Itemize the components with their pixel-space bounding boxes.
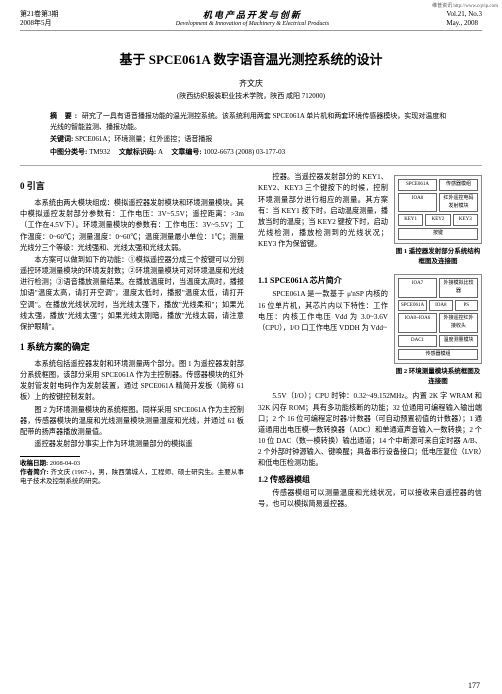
paper-title: 基于 SPCE061A 数字语音温光测控系统的设计 bbox=[20, 49, 482, 68]
affiliation: (陕西纺织服装职业技术学院，陕西 咸阳 712000) bbox=[20, 91, 482, 101]
volume-issue: 第21卷第3期 bbox=[20, 10, 59, 19]
volume-en: Vol.21, No.3 bbox=[446, 10, 482, 19]
fig2-box-ps: PS bbox=[455, 300, 478, 312]
figure-1: SPCE061A 传感器模组 IOA8 红外遥控电码发射模块 KEY1 KEY2… bbox=[394, 175, 482, 244]
fig2-box-dac1: DAC1 bbox=[398, 335, 437, 347]
section-1-p1: 本系统包括遥控器发射和环境测量两个部分。图 1 为遥控器发射部分系统框图，该部分… bbox=[20, 359, 244, 404]
fig2-box-cmp: 外接模拟比较器 bbox=[439, 278, 478, 298]
header-center: 机电产品开发与创新 Development & Innovation of Ma… bbox=[176, 10, 329, 28]
fig1-box-ir: 红外遥控电码发射模块 bbox=[439, 193, 478, 213]
right-top-split: 控器。当遥控器发射部分的 KEY1、KEY2、KEY3 三个键按下的时候，控制环… bbox=[258, 172, 482, 271]
running-header: 第21卷第3期 2008年5月 机电产品开发与创新 Development & … bbox=[20, 10, 482, 31]
journal-title-cn: 机电产品开发与创新 bbox=[176, 10, 329, 21]
fig1-box-keys: 按键 bbox=[398, 228, 478, 240]
clc-value: TM932 bbox=[89, 148, 110, 156]
section-0-p1: 本系统由两大模块组成：模拟遥控器发射模块和环境测量模块。其中模拟遥控发射部分参数… bbox=[20, 198, 244, 254]
fig1-box-ioa8: IOA8 bbox=[398, 193, 437, 213]
fig2-box-temp: 温度测量模块 bbox=[439, 335, 478, 347]
fig2-box-ioa06: IOA0~IOA6 bbox=[398, 313, 437, 333]
author-name: 齐文庆 bbox=[20, 78, 482, 89]
mark-label: 文献标识码: bbox=[119, 148, 156, 156]
author-bio-label: 作者简介: bbox=[20, 469, 49, 476]
section-1-1-p1: SPCE061A 是一款基于 μ'nSP 内核的 16 位单片机，其芯片内以下特… bbox=[258, 289, 388, 334]
keywords-text: SPCE061A；环境测量；红外遥控；语音播报 bbox=[75, 135, 212, 143]
divider bbox=[20, 165, 482, 166]
abstract-block: 摘 要: 研究了一具有语音播报功能的温光测控系统。该系统利用两套 SPCE061… bbox=[50, 111, 452, 157]
source-watermark: 维普资讯 http://www.cqvip.com bbox=[432, 2, 498, 9]
footnote-rule bbox=[20, 456, 80, 457]
fig2-box-irrecv: 外接遥控红外接收头 bbox=[439, 313, 478, 333]
figure-2-caption: 图 2 环境测量模块系统框图及连接图 bbox=[394, 367, 482, 387]
fig2-box-ioa8: IOA8 bbox=[429, 300, 452, 312]
section-1-p3: 遥控器发射部分事实上作为环境测量部分的模拟遥 bbox=[20, 439, 244, 450]
section-1-1-title: 1.1 SPCE061A 芯片简介 bbox=[258, 275, 388, 287]
fig1-box-spce: SPCE061A bbox=[398, 179, 437, 191]
footnote: 收稿日期: 2008-04-03 作者简介: 齐文庆 (1967-)，男，陕西蒲… bbox=[20, 459, 244, 486]
section-1-2-title: 1.2 传感器模组 bbox=[258, 474, 482, 486]
date-cn: 2008年5月 bbox=[20, 19, 59, 28]
article-id: 1002-6673 (2008) 03-177-03 bbox=[203, 148, 285, 156]
mark-value: A bbox=[158, 148, 163, 156]
section-1-1-p2: 5.5V（I/O）；CPU 时钟：0.32~49.152MHz。内置 2K 字 … bbox=[258, 391, 482, 469]
received-date: 2008-04-03 bbox=[50, 460, 80, 467]
author-bio: 齐文庆 (1967-)，男，陕西蒲城人，工程师、硕士研究生。主要从事电子技术及控… bbox=[20, 469, 244, 485]
fig2-box-ioa7: IOA7 bbox=[398, 278, 437, 298]
page-number: 177 bbox=[468, 681, 480, 690]
date-en: May., 2008 bbox=[446, 19, 482, 28]
section-0-title: 0 引言 bbox=[20, 180, 244, 194]
fig2-box-spce: SPCE061A bbox=[398, 300, 427, 312]
clc-label: 中图分类号: bbox=[50, 148, 87, 156]
header-right: Vol.21, No.3 May., 2008 bbox=[446, 10, 482, 28]
section-0-p2: 本方案可以做到如下的功能：①模拟遥控器分成三个按键可以分别遥控环境测量模块的环境… bbox=[20, 255, 244, 333]
journal-title-en: Development & Innovation of Machinery & … bbox=[176, 21, 329, 28]
fig1-box-key1: KEY1 bbox=[398, 214, 423, 226]
abstract-text: 研究了一具有语音播报功能的温光测控系统。该系统利用两套 SPCE061A 单片机… bbox=[50, 112, 446, 131]
left-column: 0 引言 本系统由两大模块组成：模拟遥控器发射模块和环境测量模块。其中模拟遥控发… bbox=[20, 172, 244, 511]
fig1-box-key3: KEY3 bbox=[453, 214, 478, 226]
page-container: 第21卷第3期 2008年5月 机电产品开发与创新 Development & … bbox=[0, 0, 502, 519]
right-mid-split: 1.1 SPCE061A 芯片简介 SPCE061A 是一款基于 μ'nSP 内… bbox=[258, 271, 482, 391]
body-columns: 0 引言 本系统由两大模块组成：模拟遥控器发射模块和环境测量模块。其中模拟遥控发… bbox=[20, 172, 482, 511]
section-1-p2: 图 2 为环境测量模块的系统框图。同样采用 SPCE061A 作为主控制器，传感… bbox=[20, 405, 244, 438]
right-column: 控器。当遥控器发射部分的 KEY1、KEY2、KEY3 三个键按下的时候，控制环… bbox=[258, 172, 482, 511]
article-id-label: 文章编号: bbox=[171, 148, 201, 156]
section-1-title: 1 系统方案的确定 bbox=[20, 341, 244, 355]
abstract-label: 摘 要: bbox=[50, 112, 80, 120]
figure-2: IOA7 外接模拟比较器 SPCE061A IOA8 PS IOA0~IOA6 … bbox=[394, 274, 482, 364]
received-date-label: 收稿日期: bbox=[20, 460, 48, 467]
fig1-box-sensor: 传感器模组 bbox=[439, 179, 478, 191]
figure-1-caption: 图 1 遥控器发射部分系统结构框图及连接图 bbox=[394, 247, 482, 267]
fig2-box-sensor: 传感器模组 bbox=[398, 349, 478, 361]
section-1-2-p1: 传感器模组可以测量温度和光线状况，可以接收来自遥控器的信号，也可以模拟简易遥控器… bbox=[258, 488, 482, 510]
right-p1: 控器。当遥控器发射部分的 KEY1、KEY2、KEY3 三个键按下的时候，控制环… bbox=[258, 172, 388, 250]
keywords-label: 关键词: bbox=[50, 135, 73, 143]
fig1-box-key2: KEY2 bbox=[425, 214, 450, 226]
header-left: 第21卷第3期 2008年5月 bbox=[20, 10, 59, 28]
